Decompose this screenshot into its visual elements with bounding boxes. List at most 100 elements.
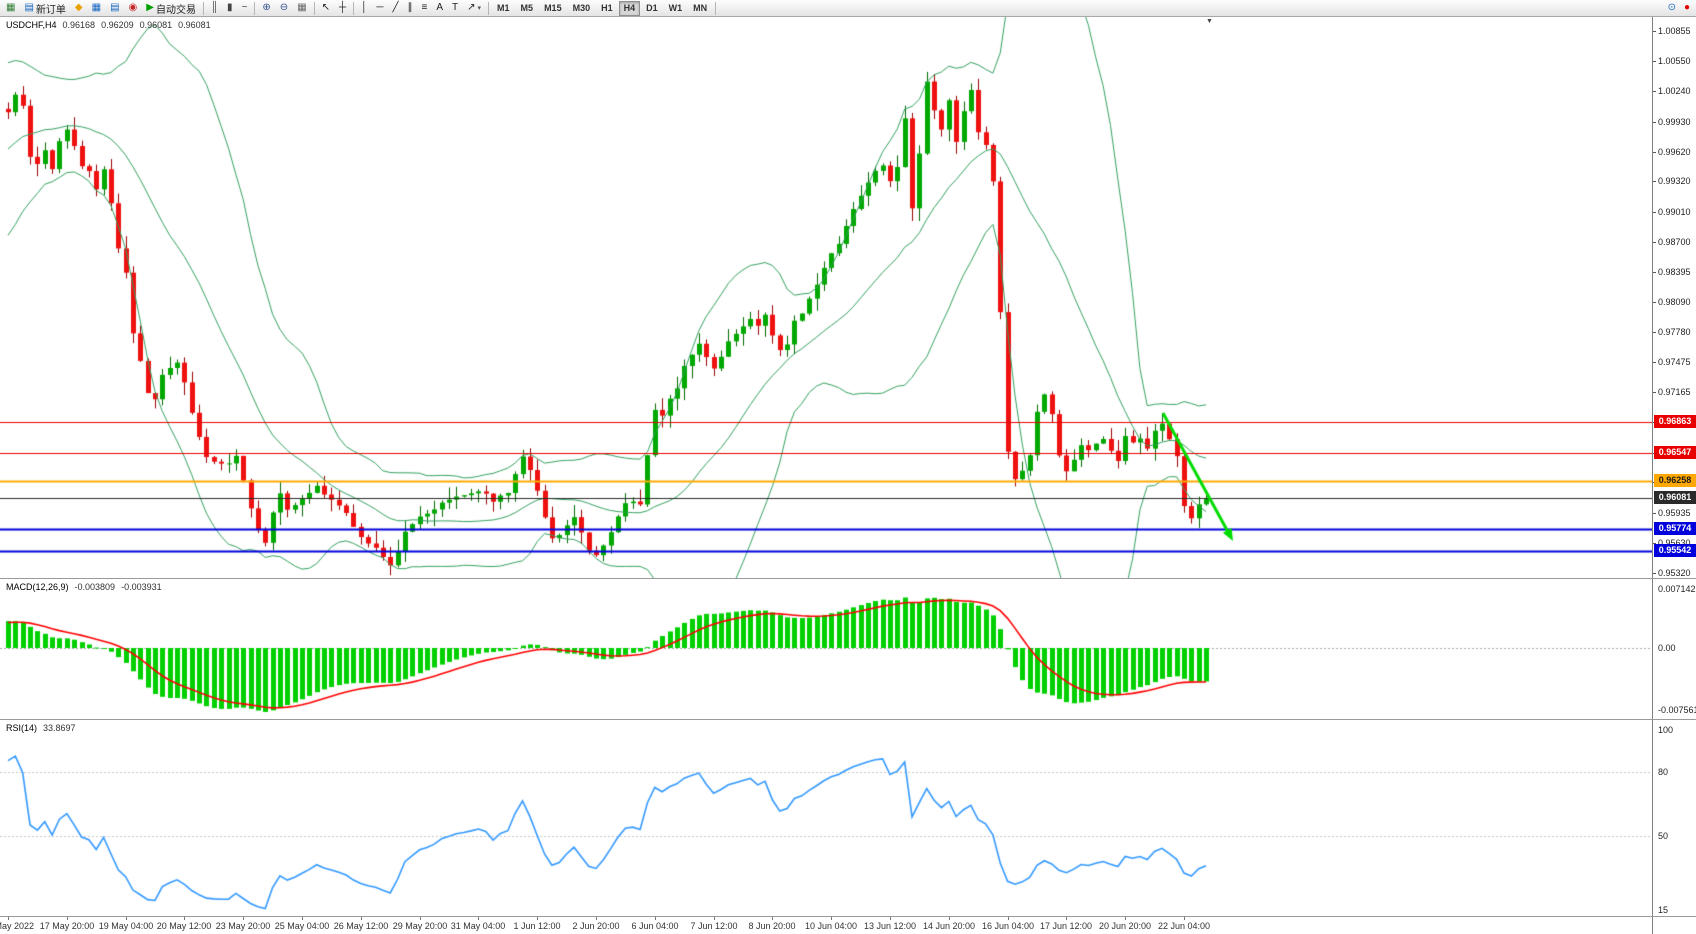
- toolbar-navigator-button[interactable]: ▤: [106, 1, 123, 16]
- navigator-icon: ▤: [110, 2, 120, 13]
- toolbar-autotrading-button[interactable]: ▶ 自动交易: [142, 1, 200, 16]
- timeframe-m5-button[interactable]: M5: [516, 1, 539, 16]
- toolbar-alert-button[interactable]: ●: [1680, 1, 1694, 16]
- toolbar-search-button[interactable]: ⊙: [1664, 1, 1680, 16]
- toolbar-text-label-button[interactable]: T: [448, 1, 462, 16]
- price-tickmark: [1653, 181, 1656, 182]
- price-tickmark: [1653, 573, 1656, 574]
- timeframe-mn-button[interactable]: MN: [688, 1, 712, 16]
- toolbar-group-objects: │ ─ ╱ ∥ ≡ A T ↗ ▾: [357, 1, 485, 16]
- vertical-line-icon: │: [361, 2, 368, 13]
- fibonacci-retracement-icon: ≡: [421, 2, 428, 13]
- low-value: 0.96081: [139, 20, 173, 30]
- toolbar-tile-windows-button[interactable]: ▦: [293, 1, 310, 16]
- price-level-label: 0.96547: [1654, 446, 1696, 459]
- toolbar-arrows-button[interactable]: ↗ ▾: [463, 1, 485, 16]
- panel-separator[interactable]: [0, 916, 1696, 917]
- new-chart-icon: ▦: [6, 2, 16, 13]
- toolbar-profiles-button[interactable]: ◆: [71, 1, 87, 16]
- panel-separator[interactable]: [0, 578, 1696, 579]
- toolbar-vertical-line-button[interactable]: │: [357, 1, 371, 16]
- toolbar-horizontal-line-button[interactable]: ─: [372, 1, 387, 16]
- time-tickmark: [67, 917, 68, 920]
- macd-panel[interactable]: MACD(12,26,9) -0.003809 -0.003931: [0, 579, 1652, 719]
- timeframe-h4-button[interactable]: H4: [618, 0, 641, 16]
- new-order-label: 新订单: [35, 4, 66, 16]
- time-tickmark: [8, 917, 9, 920]
- time-label: 1 Jun 12:00: [513, 921, 561, 931]
- time-label: 14 Jun 20:00: [922, 921, 976, 931]
- price-level-label: 0.95774: [1654, 522, 1696, 535]
- toolbar-bar-chart-button[interactable]: ║: [207, 1, 222, 16]
- toolbar-line-chart-button[interactable]: ~: [238, 1, 252, 16]
- time-tickmark: [949, 917, 950, 920]
- timeframe-w1-button[interactable]: W1: [664, 1, 688, 16]
- alert-icon: ●: [1683, 2, 1690, 13]
- rsi-panel[interactable]: RSI(14) 33.8697: [0, 720, 1652, 916]
- timeframe-m15-button[interactable]: M15: [539, 1, 567, 16]
- timeframe-m1-button[interactable]: M1: [492, 1, 515, 16]
- toolbar-zoom-out-button[interactable]: ⊖: [276, 1, 292, 16]
- toolbar-trendline-button[interactable]: ╱: [388, 1, 402, 16]
- price-axis[interactable]: 1.00855 1.00550 1.00240 0.99930 0.99620 0.993…: [1652, 17, 1696, 934]
- time-label: 29 May 20:00: [392, 921, 448, 931]
- price-tickmark: [1653, 362, 1656, 363]
- toolbar-candlestick-chart-button[interactable]: ▮: [223, 1, 237, 16]
- toolbar-crosshair-button[interactable]: ┼: [335, 1, 350, 16]
- autoscroll-marker-icon[interactable]: ▼: [1206, 18, 1213, 25]
- toolbar-text-button[interactable]: A: [432, 1, 447, 16]
- time-label: 10 Jun 04:00: [804, 921, 858, 931]
- macd-axis-label: 0.007142: [1658, 584, 1696, 594]
- toolbar-separator: [313, 1, 315, 15]
- rsi-axis-label: 100: [1658, 725, 1674, 735]
- time-tickmark: [126, 917, 127, 920]
- chart-window: USDCHF,H4 0.96168 0.96209 0.96081 0.9608…: [0, 17, 1696, 934]
- price-tickmark: [1653, 272, 1656, 273]
- timeframe-h1-button[interactable]: H1: [596, 1, 618, 16]
- time-label: 20 Jun 20:00: [1098, 921, 1152, 931]
- macd-name: MACD(12,26,9): [6, 582, 69, 592]
- autotrading-icon: ▶: [146, 2, 154, 13]
- price-tickmark: [1653, 242, 1656, 243]
- time-label: 26 May 12:00: [333, 921, 389, 931]
- price-tickmark: [1653, 392, 1656, 393]
- trendline-icon: ╱: [392, 2, 399, 13]
- price-tick-label: 0.98090: [1658, 297, 1691, 307]
- timeframe-d1-button[interactable]: D1: [641, 1, 663, 16]
- rsi-axis-label: 15: [1658, 905, 1669, 915]
- line-chart-icon: ~: [241, 2, 248, 13]
- price-tick-label: 0.99320: [1658, 176, 1691, 186]
- toolbar-equidistant-channel-button[interactable]: ∥: [404, 1, 417, 16]
- rsi-canvas[interactable]: [0, 720, 1652, 916]
- timeframe-m30-button[interactable]: M30: [568, 1, 596, 16]
- time-label: 16 Jun 04:00: [981, 921, 1035, 931]
- price-level-label: 0.96081: [1654, 491, 1696, 504]
- toolbar-terminal-button[interactable]: ◉: [125, 1, 142, 16]
- price-tick-label: 0.98700: [1658, 237, 1691, 247]
- open-value: 0.96168: [62, 20, 96, 30]
- toolbar-group-zoom: ⊕ ⊖ ▦: [258, 1, 310, 16]
- price-chart-panel[interactable]: USDCHF,H4 0.96168 0.96209 0.96081 0.9608…: [0, 17, 1652, 578]
- price-tickmark: [1653, 212, 1656, 213]
- price-chart-canvas[interactable]: [0, 17, 1652, 578]
- crosshair-icon: ┼: [339, 2, 347, 13]
- macd-canvas[interactable]: [0, 579, 1652, 719]
- macd-signal-value: -0.003931: [121, 582, 162, 592]
- price-tick-label: 1.00855: [1658, 26, 1691, 36]
- macd-axis-label: -0.007561: [1658, 705, 1696, 715]
- toolbar-cursor-button[interactable]: ↖: [318, 1, 334, 16]
- panel-separator[interactable]: [0, 719, 1696, 720]
- toolbar-new-order-button[interactable]: ▤ 新订单: [20, 1, 69, 16]
- time-tickmark: [478, 917, 479, 920]
- time-label: 22 Jun 04:00: [1157, 921, 1211, 931]
- time-tickmark: [655, 917, 656, 920]
- toolbar-market-watch-button[interactable]: ▦: [88, 1, 105, 16]
- time-tickmark: [302, 917, 303, 920]
- toolbar-zoom-in-button[interactable]: ⊕: [258, 1, 274, 16]
- price-tick-label: 1.00550: [1658, 56, 1691, 66]
- bar-chart-icon: ║: [210, 2, 219, 13]
- toolbar-fibonacci-retracement-button[interactable]: ≡: [418, 1, 432, 16]
- time-tickmark: [1184, 917, 1185, 920]
- toolbar-new-chart-button[interactable]: ▦: [2, 1, 19, 16]
